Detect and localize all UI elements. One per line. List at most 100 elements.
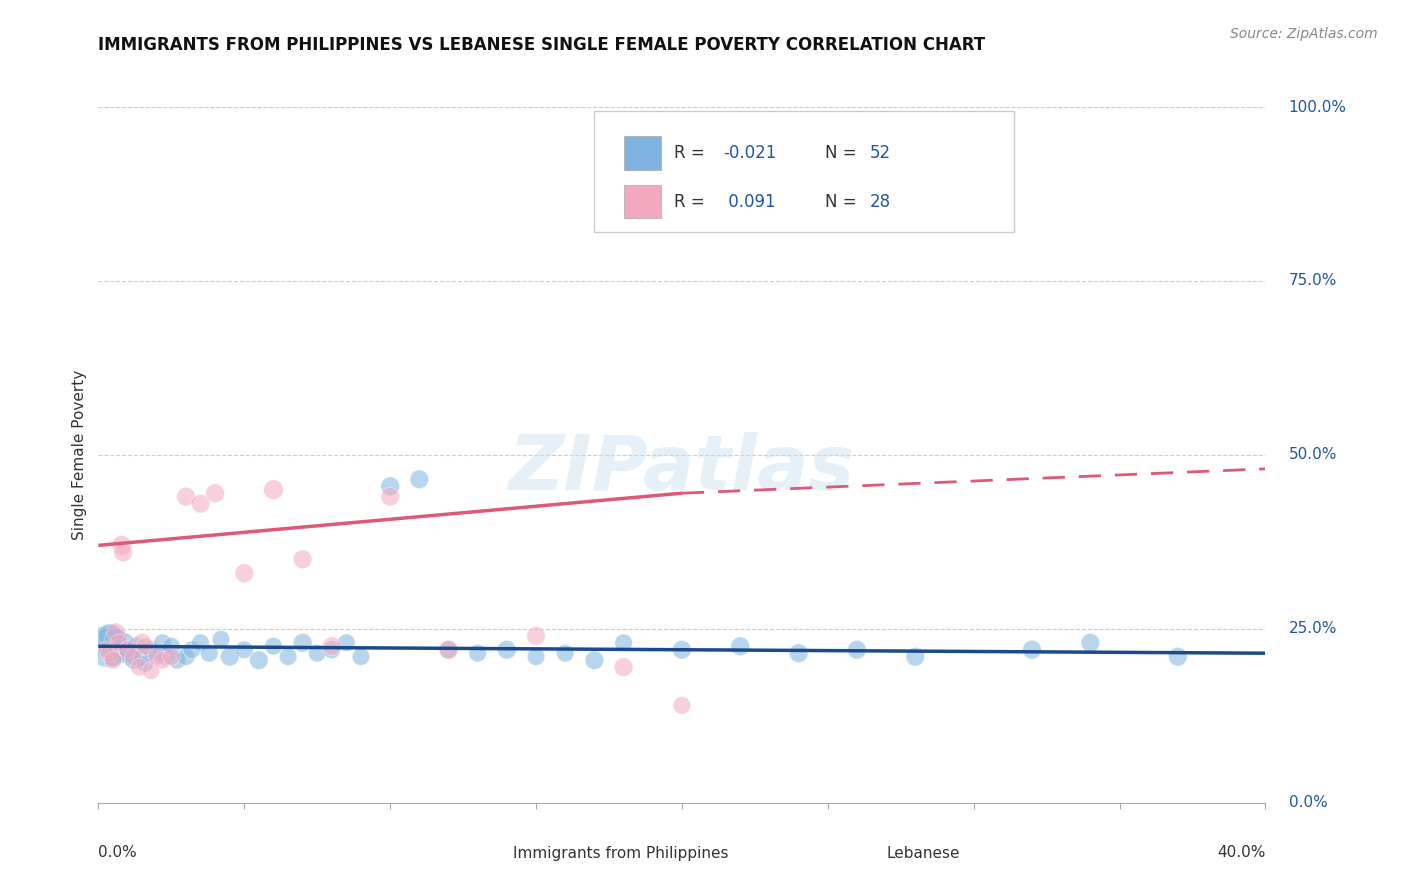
Point <box>1167 649 1189 664</box>
Point <box>152 636 174 650</box>
Point <box>139 664 162 678</box>
Point <box>350 649 373 664</box>
Point <box>190 636 212 650</box>
Point <box>155 649 177 664</box>
Point <box>108 642 131 657</box>
Point <box>321 642 343 657</box>
Point <box>1021 642 1043 657</box>
Point <box>671 642 693 657</box>
Point <box>160 649 183 664</box>
Point <box>612 660 634 674</box>
Point <box>131 649 153 664</box>
Point <box>845 642 868 657</box>
Point <box>437 642 460 657</box>
Point <box>554 646 576 660</box>
Point <box>166 653 188 667</box>
Text: Immigrants from Philippines: Immigrants from Philippines <box>513 847 728 861</box>
Text: 0.091: 0.091 <box>723 193 775 211</box>
Point <box>117 642 139 657</box>
Text: IMMIGRANTS FROM PHILIPPINES VS LEBANESE SINGLE FEMALE POVERTY CORRELATION CHART: IMMIGRANTS FROM PHILIPPINES VS LEBANESE … <box>98 36 986 54</box>
Point <box>233 566 256 581</box>
Point <box>96 642 118 657</box>
Point <box>378 490 402 504</box>
Point <box>277 649 299 664</box>
Point <box>122 653 145 667</box>
Point <box>120 649 142 664</box>
Point <box>125 639 148 653</box>
Point <box>112 545 135 559</box>
Point <box>233 642 256 657</box>
Bar <box>623 185 661 219</box>
Bar <box>623 136 661 169</box>
Text: 25.0%: 25.0% <box>1289 622 1337 636</box>
Point <box>524 629 547 643</box>
Point <box>122 649 145 664</box>
Point <box>101 653 124 667</box>
Point <box>209 632 232 647</box>
Point <box>437 642 460 657</box>
Point <box>204 486 226 500</box>
Point <box>134 639 156 653</box>
Point <box>174 490 197 504</box>
Point <box>787 646 810 660</box>
Point <box>93 636 115 650</box>
FancyBboxPatch shape <box>595 111 1015 232</box>
Point <box>335 636 357 650</box>
Point <box>98 646 121 660</box>
Text: 50.0%: 50.0% <box>1289 448 1337 462</box>
Point <box>117 642 139 657</box>
Point <box>307 646 329 660</box>
Point <box>291 552 314 566</box>
Point <box>730 639 752 653</box>
Point <box>408 472 430 486</box>
Bar <box>484 843 502 865</box>
Y-axis label: Single Female Poverty: Single Female Poverty <box>72 370 87 540</box>
Point <box>247 653 270 667</box>
Text: Lebanese: Lebanese <box>886 847 960 861</box>
Point <box>904 649 927 664</box>
Bar <box>856 843 875 865</box>
Point <box>495 642 517 657</box>
Point <box>378 479 402 493</box>
Point <box>128 660 150 674</box>
Text: N =: N = <box>825 145 862 162</box>
Text: 0.0%: 0.0% <box>98 845 138 860</box>
Text: 0.0%: 0.0% <box>1289 796 1327 810</box>
Point <box>612 636 634 650</box>
Point <box>180 642 202 657</box>
Point <box>291 636 314 650</box>
Text: 40.0%: 40.0% <box>1218 845 1265 860</box>
Point <box>98 629 121 643</box>
Text: Source: ZipAtlas.com: Source: ZipAtlas.com <box>1230 27 1378 41</box>
Point <box>146 649 169 664</box>
Point <box>111 538 134 552</box>
Point <box>146 646 169 660</box>
Text: 52: 52 <box>870 145 891 162</box>
Text: 28: 28 <box>870 193 891 211</box>
Point <box>111 646 134 660</box>
Point <box>524 649 547 664</box>
Point <box>152 653 174 667</box>
Point <box>108 636 131 650</box>
Point <box>1080 636 1102 650</box>
Point <box>218 649 240 664</box>
Point <box>321 639 343 653</box>
Point <box>467 646 489 660</box>
Point <box>134 657 156 671</box>
Point <box>114 636 136 650</box>
Point <box>101 649 124 664</box>
Point <box>160 639 183 653</box>
Point <box>262 639 284 653</box>
Text: R =: R = <box>673 193 710 211</box>
Point <box>139 642 162 657</box>
Point <box>198 646 221 660</box>
Point <box>104 625 127 640</box>
Text: -0.021: -0.021 <box>723 145 776 162</box>
Point <box>671 698 693 713</box>
Point <box>583 653 606 667</box>
Point <box>131 636 153 650</box>
Point <box>190 497 212 511</box>
Point <box>104 632 127 647</box>
Text: ZIPatlas: ZIPatlas <box>509 432 855 506</box>
Point <box>96 639 118 653</box>
